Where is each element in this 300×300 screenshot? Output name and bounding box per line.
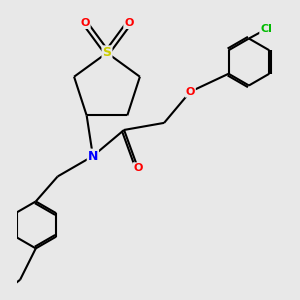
Text: O: O [124, 18, 134, 28]
Text: O: O [80, 18, 90, 28]
Text: O: O [186, 87, 195, 97]
Text: N: N [88, 150, 98, 163]
Text: O: O [133, 163, 143, 173]
Text: Cl: Cl [260, 24, 272, 34]
Text: S: S [103, 46, 112, 59]
